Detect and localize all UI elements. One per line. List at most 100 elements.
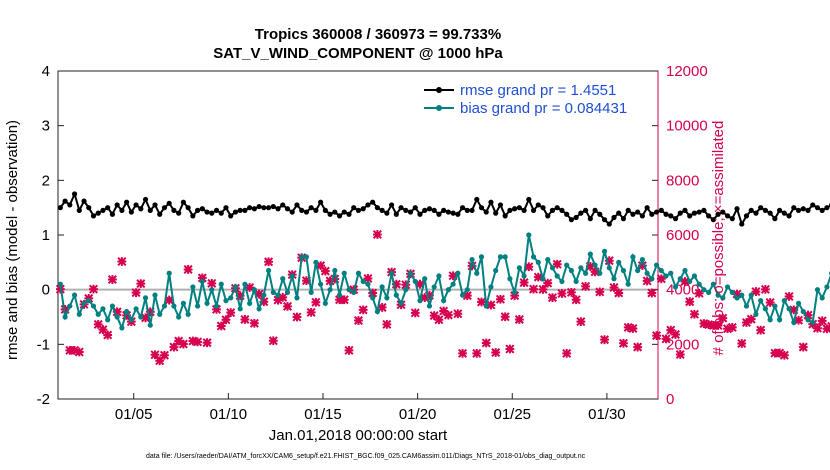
bias-point	[370, 295, 376, 301]
bias-point	[734, 295, 740, 301]
bias-point	[687, 278, 693, 285]
obs-count-point	[207, 278, 217, 288]
rmse-point	[275, 206, 281, 212]
rmse-point	[564, 211, 570, 217]
obs-count-point	[368, 288, 378, 298]
bias-point	[814, 287, 821, 293]
bias-point	[516, 265, 522, 271]
bias-point	[578, 265, 584, 271]
rmse-point	[228, 213, 234, 219]
bias-point	[308, 289, 314, 295]
y-right-tick-label: 0	[666, 391, 674, 408]
obs-count-point	[491, 348, 501, 358]
bias-point	[762, 306, 769, 312]
rmse-point	[142, 196, 149, 203]
obs-count-point	[699, 319, 709, 329]
rmse-point	[351, 205, 357, 211]
rmse-point	[549, 207, 556, 213]
obs-count-point	[803, 310, 813, 320]
bias-point	[336, 292, 343, 298]
y-left-tick-label: -2	[37, 391, 50, 408]
rmse-point	[247, 205, 253, 211]
obs-count-point	[363, 273, 373, 283]
bias-point	[412, 278, 418, 285]
y-left-tick-label: 1	[42, 227, 50, 244]
bias-point	[313, 259, 319, 265]
bias-point	[360, 278, 366, 285]
obs-count-point	[254, 289, 264, 299]
obs-count-point	[117, 257, 127, 267]
obs-count-point	[453, 309, 463, 319]
bias-point	[180, 300, 186, 306]
bias-point	[199, 278, 205, 285]
bias-point	[701, 287, 707, 293]
y-left-tick-label: 3	[42, 118, 50, 135]
rmse-point	[653, 209, 660, 215]
bias-point	[672, 284, 679, 290]
obs-count-point	[718, 313, 728, 323]
rmse-point	[379, 207, 385, 213]
obs-count-point	[335, 295, 345, 305]
obs-count-point	[817, 316, 827, 326]
rmse-point	[819, 207, 825, 213]
bias-point	[76, 311, 82, 317]
obs-count-point	[221, 315, 231, 325]
legend-rmse-marker	[436, 87, 442, 93]
rmse-point	[668, 213, 674, 219]
obs-count-point	[74, 347, 84, 357]
bias-point	[379, 284, 385, 290]
rmse-point	[663, 211, 669, 217]
bias-point	[630, 254, 636, 260]
bias-point	[124, 308, 130, 315]
bias-point	[748, 292, 754, 298]
rmse-point	[810, 202, 816, 208]
rmse-point	[374, 205, 381, 211]
rmse-point	[639, 213, 645, 219]
rmse-point	[218, 210, 224, 216]
bias-point	[67, 303, 73, 309]
obs-count-point	[150, 350, 160, 360]
rmse-point	[289, 209, 295, 215]
rmse-point	[67, 202, 73, 208]
bias-point	[583, 270, 589, 276]
bias-point	[653, 262, 660, 268]
obs-count-point	[510, 291, 520, 301]
obs-count-point	[704, 320, 714, 330]
bias-point	[658, 267, 664, 274]
obs-count-point	[401, 280, 411, 290]
rmse-series-line	[59, 191, 830, 227]
bias-point	[388, 270, 395, 276]
rmse-point	[535, 202, 541, 208]
rmse-point	[318, 199, 324, 205]
obs-count-point	[268, 336, 278, 346]
bias-point	[265, 267, 272, 274]
rmse-point	[464, 207, 470, 213]
rmse-point	[795, 207, 802, 213]
bias-point	[251, 287, 257, 293]
rmse-point	[540, 205, 546, 211]
obs-count-point	[633, 342, 643, 352]
rmse-point	[100, 207, 106, 213]
obs-count-point	[637, 261, 647, 271]
obs-count-point	[533, 272, 543, 282]
bias-point	[611, 276, 617, 282]
bias-point	[128, 317, 134, 323]
rmse-point	[720, 209, 726, 215]
rmse-point	[800, 206, 806, 212]
obs-count-point	[680, 276, 690, 286]
bias-point	[540, 276, 546, 282]
obs-count-point	[543, 278, 553, 288]
bias-point	[223, 298, 229, 304]
obs-count-point	[467, 261, 477, 271]
bias-point	[706, 289, 712, 295]
obs-count-point	[798, 342, 808, 352]
bias-point	[185, 311, 191, 317]
bias-point	[232, 284, 239, 290]
rmse-point	[710, 217, 716, 223]
obs-count-point	[306, 307, 316, 317]
bias-point	[455, 270, 461, 276]
rmse-point	[265, 205, 272, 211]
rmse-point	[620, 216, 627, 222]
bias-point	[715, 292, 721, 298]
y-axis-left-label: rmse and bias (model - observation)	[4, 120, 21, 360]
